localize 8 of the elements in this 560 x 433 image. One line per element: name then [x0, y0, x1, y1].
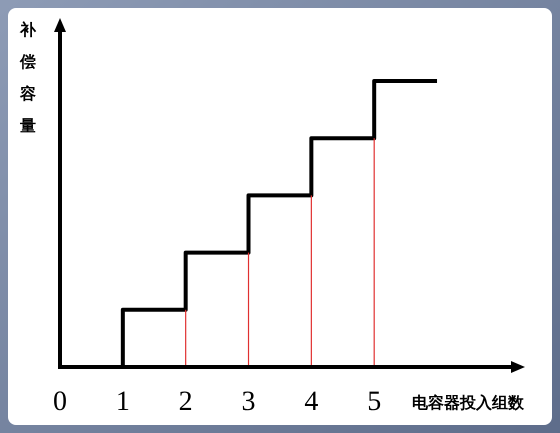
x-tick-label: 0 [53, 386, 67, 417]
x-tick-label: 5 [367, 386, 382, 417]
x-tick-label: 3 [242, 386, 256, 417]
y-axis-title: 补偿容量 [19, 21, 37, 135]
x-axis-title: 电容器投入组数 [412, 393, 525, 412]
x-tick-label: 2 [178, 386, 193, 417]
x-tick-label: 1 [116, 386, 130, 417]
x-tick-label: 4 [304, 386, 318, 417]
